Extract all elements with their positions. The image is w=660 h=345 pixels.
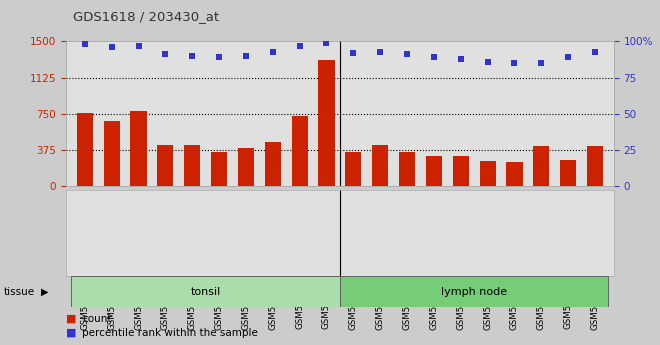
- Bar: [560, 160, 576, 186]
- Text: lymph node: lymph node: [441, 287, 508, 296]
- Point: [375, 49, 385, 54]
- Text: ■: ■: [66, 314, 77, 324]
- Bar: [587, 146, 603, 186]
- Bar: [292, 116, 308, 186]
- Text: percentile rank within the sample: percentile rank within the sample: [82, 328, 258, 338]
- Bar: [131, 111, 147, 186]
- Text: count: count: [82, 314, 112, 324]
- Point: [402, 52, 412, 57]
- Bar: [211, 151, 227, 186]
- Text: ■: ■: [66, 328, 77, 338]
- Point: [455, 56, 466, 61]
- Point: [509, 60, 519, 66]
- Bar: [184, 145, 200, 186]
- Bar: [157, 145, 174, 186]
- Point: [187, 53, 197, 59]
- Bar: [506, 162, 523, 186]
- Bar: [453, 156, 469, 186]
- Point: [106, 45, 117, 50]
- Point: [133, 43, 144, 49]
- Text: tissue: tissue: [3, 287, 34, 296]
- Bar: [533, 146, 549, 186]
- Bar: [238, 148, 254, 186]
- Text: tonsil: tonsil: [191, 287, 220, 296]
- Bar: [345, 151, 362, 186]
- Bar: [480, 161, 496, 186]
- Point: [241, 53, 251, 59]
- Bar: [77, 113, 93, 186]
- Point: [267, 49, 278, 54]
- Bar: [340, 276, 609, 307]
- Text: ▶: ▶: [41, 287, 48, 296]
- Point: [79, 41, 90, 47]
- Point: [428, 55, 439, 60]
- Point: [348, 50, 358, 56]
- Point: [214, 55, 224, 60]
- Point: [482, 59, 493, 65]
- Point: [160, 52, 171, 57]
- Text: GDS1618 / 203430_at: GDS1618 / 203430_at: [73, 10, 218, 23]
- Bar: [372, 145, 388, 186]
- Bar: [104, 121, 119, 186]
- Bar: [399, 151, 415, 186]
- Point: [294, 43, 305, 49]
- Bar: [265, 142, 280, 186]
- Point: [536, 60, 546, 66]
- Point: [321, 40, 332, 46]
- Bar: [318, 60, 335, 186]
- Bar: [426, 156, 442, 186]
- Bar: [71, 276, 340, 307]
- Point: [563, 55, 574, 60]
- Point: [590, 49, 601, 54]
